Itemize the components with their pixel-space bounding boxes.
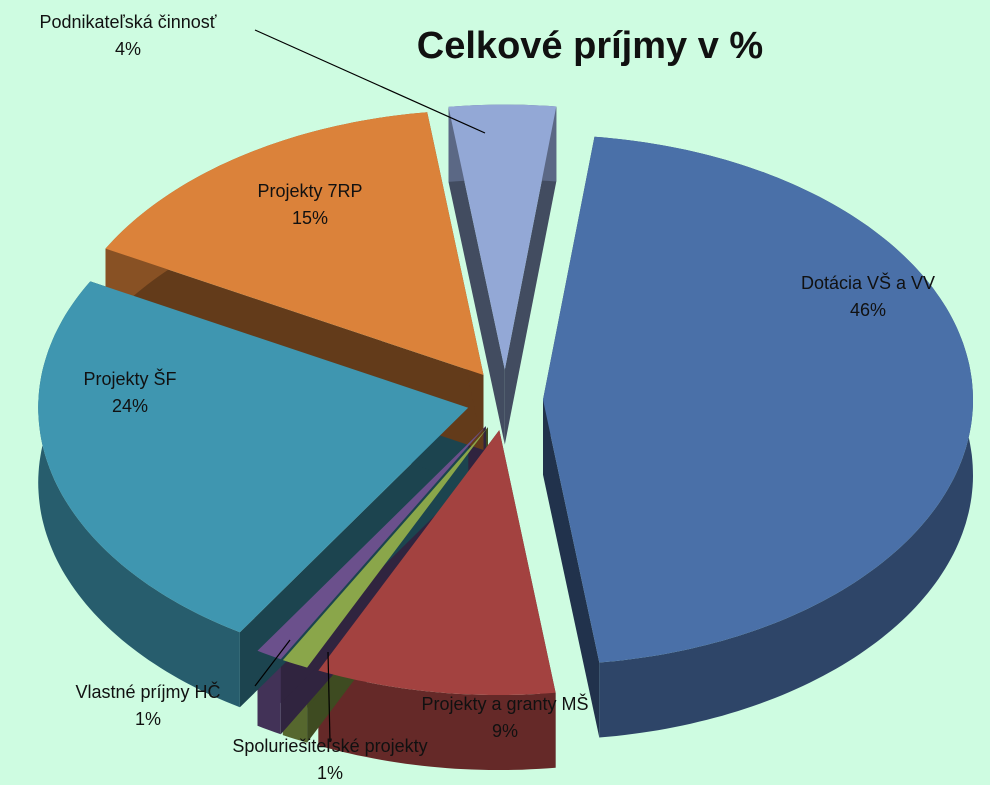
category-label: Projekty a granty MŠ	[421, 693, 588, 714]
slice-wall	[38, 281, 240, 708]
leader-line	[254, 29, 486, 134]
data-labels: Dotácia VŠ a VV 46% Projekty a granty MŠ 9%…	[39, 12, 935, 783]
slice-side	[448, 106, 505, 445]
slice-side	[504, 106, 557, 445]
value-label: 1%	[317, 763, 343, 783]
category-label: Podnikateľská činnosť	[39, 12, 216, 32]
category-label: Projekty ŠF	[83, 368, 176, 389]
slice	[318, 430, 556, 695]
chart-title: Celkové príjmy v %	[417, 25, 763, 67]
category-label: Projekty 7RP	[257, 181, 362, 201]
value-label: 1%	[135, 709, 161, 729]
value-label: 4%	[115, 39, 141, 59]
slice	[257, 426, 486, 660]
slice	[105, 112, 484, 375]
slice	[448, 104, 557, 370]
leader-line	[327, 651, 331, 743]
slice-wall	[318, 670, 556, 770]
value-label: 24%	[112, 396, 148, 416]
category-label: Vlastné príjmy HČ	[75, 681, 220, 702]
slice-side	[543, 399, 600, 738]
category-label: Dotácia VŠ a VV	[801, 272, 935, 293]
slice	[38, 281, 469, 633]
slice	[282, 427, 488, 668]
value-label: 15%	[292, 208, 328, 228]
pie-tops	[38, 104, 973, 695]
value-label: 9%	[492, 721, 518, 741]
leader-line	[254, 639, 291, 687]
value-label: 46%	[850, 300, 886, 320]
category-label: Spoluriešiteľské projekty	[232, 736, 427, 756]
slice	[543, 136, 973, 663]
